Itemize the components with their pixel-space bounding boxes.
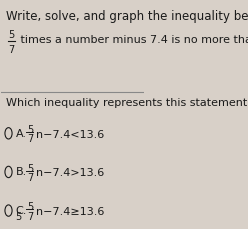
Text: C.: C.: [16, 205, 27, 215]
Text: 5: 5: [8, 30, 14, 40]
Text: 7: 7: [27, 172, 33, 182]
Text: 5: 5: [16, 211, 22, 221]
Text: 7: 7: [27, 211, 33, 221]
Text: 7: 7: [8, 44, 14, 54]
Text: B.: B.: [16, 166, 27, 177]
Text: A.: A.: [16, 128, 27, 138]
Text: 5: 5: [27, 202, 33, 212]
Text: Write, solve, and graph the inequality below.: Write, solve, and graph the inequality b…: [6, 11, 248, 23]
Text: 7: 7: [27, 134, 33, 144]
Text: 5: 5: [27, 163, 33, 173]
Text: Which inequality represents this statement?: Which inequality represents this stateme…: [6, 98, 248, 107]
Text: n−7.4>13.6: n−7.4>13.6: [36, 168, 104, 178]
Text: 5: 5: [27, 125, 33, 135]
Text: n−7.4≥13.6: n−7.4≥13.6: [36, 206, 104, 216]
Text: n−7.4<13.6: n−7.4<13.6: [36, 129, 104, 139]
Text: times a number minus 7.4 is no more than 13.6.: times a number minus 7.4 is no more than…: [17, 35, 248, 45]
